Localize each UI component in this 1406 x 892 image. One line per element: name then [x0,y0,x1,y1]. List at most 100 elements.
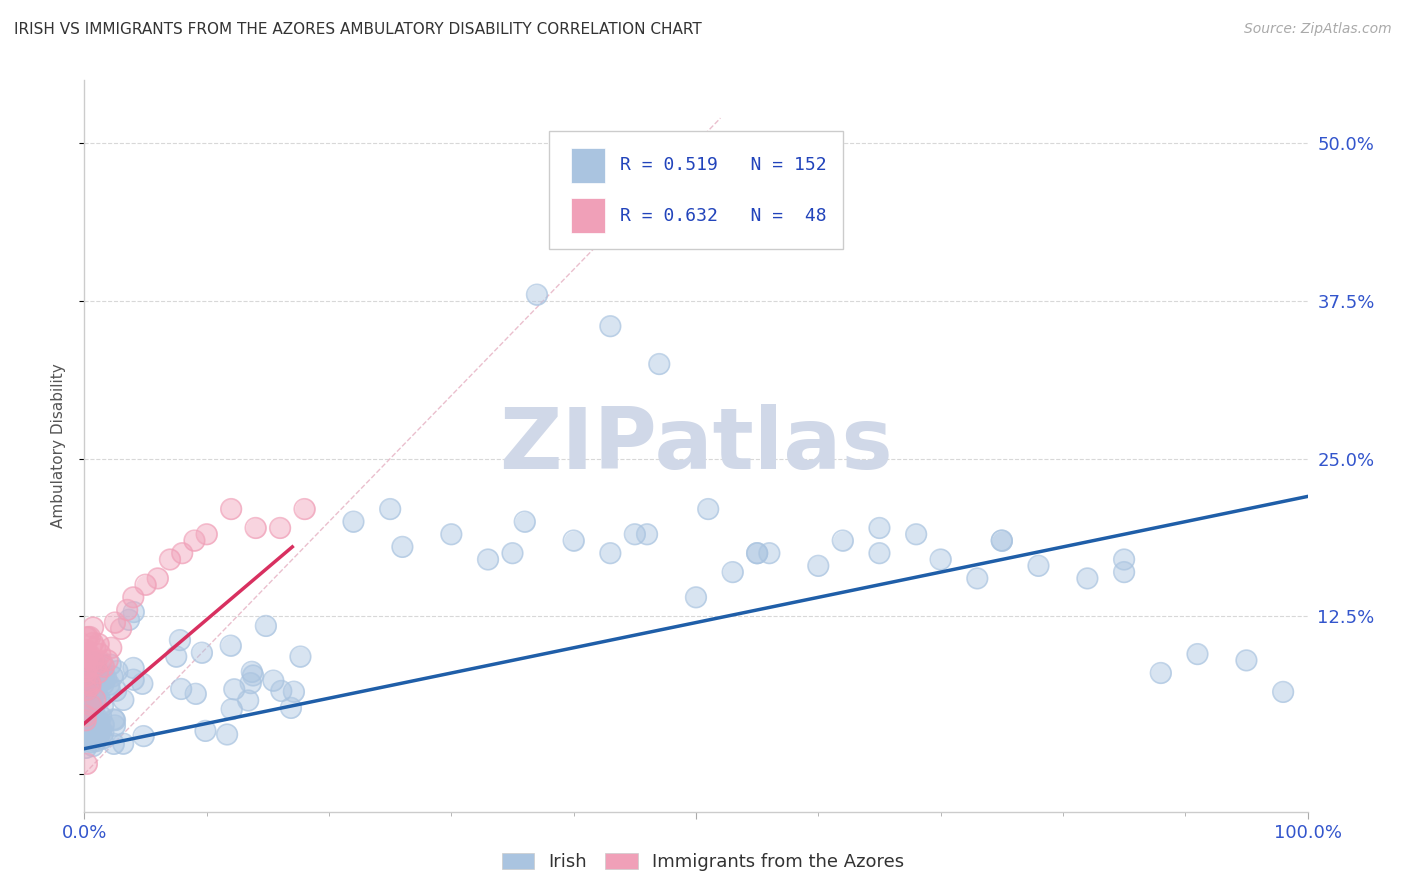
Point [103,712,125,726]
Point [1272,685,1295,699]
Point [82,653,104,667]
Point [75,713,97,727]
Point [807,558,830,573]
Point [721,565,744,579]
Point [76,732,98,747]
Point [75,666,97,681]
Point [82,620,104,634]
Point [599,319,621,334]
Point [122,661,145,675]
Point [84,724,107,739]
Point [1187,647,1209,661]
Point [80,680,103,694]
Point [84,692,107,706]
Point [76,631,98,645]
Point [82,679,104,693]
Point [75,683,97,698]
Point [110,622,132,636]
Point [80,693,103,707]
Point [79,660,101,674]
Point [75,654,97,668]
Point [170,681,193,696]
Point [1114,552,1136,566]
Point [104,713,127,727]
Point [184,687,207,701]
Point [624,527,647,541]
Point [75,689,97,703]
Point [82,739,104,753]
Point [118,613,141,627]
Point [75,663,97,677]
Point [254,619,277,633]
Point [115,603,138,617]
Point [80,674,103,689]
Point [79,630,101,644]
Point [905,527,928,541]
Point [75,691,97,706]
Point [869,521,891,535]
Point [254,619,277,633]
Point [221,702,243,716]
Point [562,533,585,548]
Text: IRISH VS IMMIGRANTS FROM THE AZORES AMBULATORY DISABILITY CORRELATION CHART: IRISH VS IMMIGRANTS FROM THE AZORES AMBU… [14,22,702,37]
Point [131,676,153,690]
Point [82,653,104,667]
Point [80,680,103,694]
Point [104,718,127,732]
Point [76,647,98,661]
Point [191,646,214,660]
Point [79,673,101,688]
Point [84,691,107,706]
Point [238,693,260,707]
Point [76,690,98,704]
Point [122,591,145,605]
Point [599,319,621,334]
Point [80,735,103,749]
Point [82,719,104,733]
Point [89,647,111,661]
Point [599,546,621,560]
Point [76,682,98,697]
Point [869,546,891,560]
Point [77,656,100,670]
Point [87,671,110,685]
Point [636,527,658,541]
Point [624,527,647,541]
Point [82,636,104,650]
Point [391,540,413,554]
Point [831,533,853,548]
Point [76,630,98,644]
Point [75,701,97,715]
Text: ZIPatlas: ZIPatlas [499,404,893,488]
Point [80,690,103,704]
Point [104,615,127,630]
Point [242,668,264,682]
Point [75,663,97,677]
FancyBboxPatch shape [550,131,842,249]
Point [747,546,769,560]
Point [294,502,316,516]
Point [685,591,707,605]
Point [75,650,97,665]
Point [89,728,111,742]
Point [90,709,112,723]
Point [91,699,114,714]
Point [90,655,112,669]
Point [262,673,284,688]
Point [79,676,101,690]
Point [75,689,97,703]
Point [562,533,585,548]
Point [93,717,115,731]
Point [79,679,101,693]
Point [80,674,103,689]
Point [342,515,364,529]
Point [103,737,125,751]
Point [87,665,110,680]
Point [758,546,780,560]
Point [112,693,135,707]
Point [75,643,97,657]
Text: R = 0.632   N =  48: R = 0.632 N = 48 [620,207,827,225]
Point [86,673,108,687]
Point [98,682,121,697]
Point [77,694,100,708]
